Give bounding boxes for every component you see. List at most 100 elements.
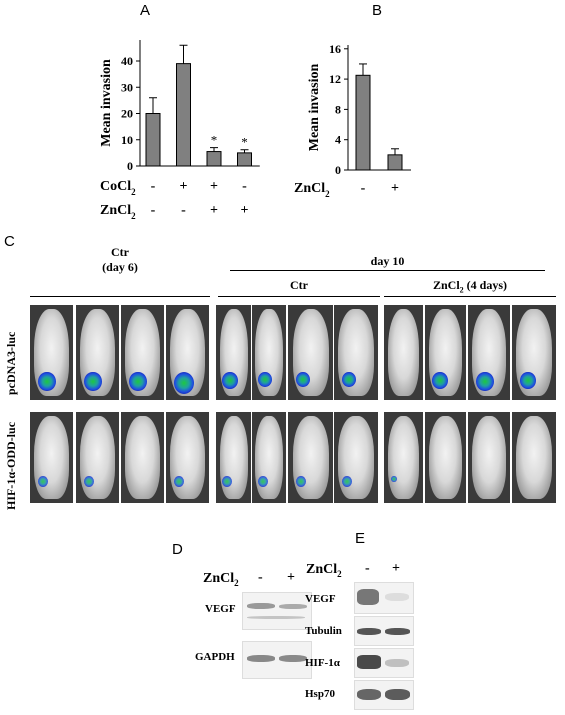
band xyxy=(385,628,410,635)
luciferase-signal xyxy=(83,371,102,392)
luciferase-signal xyxy=(222,371,239,390)
mouse-image xyxy=(76,305,119,400)
luciferase-signal xyxy=(222,475,233,487)
group3-suffix: (4 days) xyxy=(466,278,508,292)
panel-a-y-tick-label: 20 xyxy=(121,107,133,121)
panel-a-significance-mark: * xyxy=(211,133,218,148)
mouse-image xyxy=(288,412,333,503)
mouse-body xyxy=(255,415,283,500)
band xyxy=(385,593,409,601)
luciferase-signal xyxy=(341,371,356,387)
panel-b-y-tick-label: 0 xyxy=(335,163,341,177)
luciferase-signal xyxy=(519,371,536,390)
panel-d-row-vegf: VEGF xyxy=(205,603,236,615)
panel-a-treatment-mark: - xyxy=(181,203,186,218)
luciferase-signal xyxy=(475,371,494,392)
group1-bracket xyxy=(30,296,210,297)
luciferase-signal xyxy=(296,371,311,387)
mouse-body xyxy=(387,415,420,500)
band xyxy=(247,603,275,609)
mouse-image xyxy=(216,305,251,400)
luciferase-signal xyxy=(432,371,449,390)
mouse-body xyxy=(125,415,160,500)
panel-a-treatment-label: CoCl2 xyxy=(100,179,136,197)
band xyxy=(385,689,410,700)
mouse-image xyxy=(166,412,209,503)
mouse-body xyxy=(170,415,205,500)
panel-a-y-tick-label: 10 xyxy=(121,133,133,147)
band xyxy=(357,689,381,700)
mouse-image xyxy=(121,412,164,503)
luciferase-signal xyxy=(341,475,352,487)
mouse-image xyxy=(512,305,556,400)
panel-e-header-main: ZnCl xyxy=(306,562,338,577)
mouse-image xyxy=(334,412,378,503)
panel-e-row-vegf: VEGF xyxy=(305,593,336,605)
panel-a-significance-mark: * xyxy=(241,135,248,150)
panel-a-treatment-mark: + xyxy=(180,179,188,194)
group1-line1: Ctr xyxy=(111,245,129,259)
mouse-image xyxy=(252,305,286,400)
panel-a-treatment-mark: + xyxy=(210,203,218,218)
luciferase-signal xyxy=(296,475,307,487)
panel-a-y-tick-label: 30 xyxy=(121,80,133,94)
panel-e-row-hif: HIF-1α xyxy=(305,657,340,669)
mouse-image xyxy=(334,305,378,400)
group1-label: Ctr (day 6) xyxy=(30,245,210,275)
panel-e-letter: E xyxy=(355,530,366,547)
panel-b-y-tick-label: 12 xyxy=(329,72,341,86)
mouse-image xyxy=(166,305,209,400)
panel-e-row-hsp70: Hsp70 xyxy=(305,688,335,700)
band xyxy=(385,659,409,667)
panel-b-y-axis-label: Mean invasion xyxy=(307,64,322,152)
luciferase-signal xyxy=(83,475,94,487)
mouse-body xyxy=(292,415,329,500)
mouse-image xyxy=(288,305,333,400)
panel-a-y-tick-label: 0 xyxy=(127,159,133,173)
panel-d-blot-vegf xyxy=(242,592,312,630)
luciferase-signal xyxy=(128,371,147,392)
panel-e-header: ZnCl2 xyxy=(306,562,342,579)
panel-e-lane-2: + xyxy=(392,561,400,576)
mouse-image xyxy=(468,412,510,503)
mouse-body xyxy=(80,415,115,500)
panel-d-header-sub: 2 xyxy=(234,577,239,588)
group3-sub: 2 xyxy=(459,285,464,295)
panel-e-row-tubulin: Tubulin xyxy=(305,625,342,637)
mouse-image xyxy=(216,412,251,503)
panel-c-letter: C xyxy=(4,233,15,250)
panel-e-blot-hif xyxy=(354,648,414,678)
panel-e-header-sub: 2 xyxy=(337,568,342,579)
group3-label: ZnCl2 (4 days) xyxy=(384,278,556,294)
mouse-body xyxy=(516,415,552,500)
day-header: day 10 xyxy=(370,254,405,268)
day-bracket xyxy=(230,270,545,271)
mouse-image xyxy=(425,412,466,503)
panel-e-lane-1: - xyxy=(365,561,370,576)
panel-a-treatment-mark: - xyxy=(242,179,247,194)
group3-main: ZnCl xyxy=(432,278,460,292)
mouse-image xyxy=(384,412,423,503)
luciferase-signal xyxy=(173,475,184,487)
panel-a-treatment-mark: + xyxy=(241,203,249,218)
panel-b-y-tick-label: 16 xyxy=(329,42,341,56)
band xyxy=(357,628,381,635)
panel-e-blot-hsp70 xyxy=(354,680,414,710)
panel-d-row-gapdh: GAPDH xyxy=(195,651,235,663)
band xyxy=(247,655,275,662)
mouse-image xyxy=(30,305,73,400)
panel-e-blot-vegf xyxy=(354,582,414,614)
group2-label: Ctr xyxy=(290,278,308,292)
mouse-body xyxy=(472,415,506,500)
group2-bracket xyxy=(218,296,380,297)
group1-line2: (day 6) xyxy=(102,260,138,274)
panel-b-letter: B xyxy=(372,2,383,19)
panel-a-treatment-mark: - xyxy=(151,179,156,194)
panel-b-treatment-label: ZnCl2 xyxy=(294,181,330,199)
panel-a-letter: A xyxy=(140,2,151,19)
band xyxy=(279,604,307,609)
mouse-image xyxy=(384,305,423,400)
luciferase-signal xyxy=(37,371,56,392)
panel-d-blot-gapdh xyxy=(242,641,312,679)
